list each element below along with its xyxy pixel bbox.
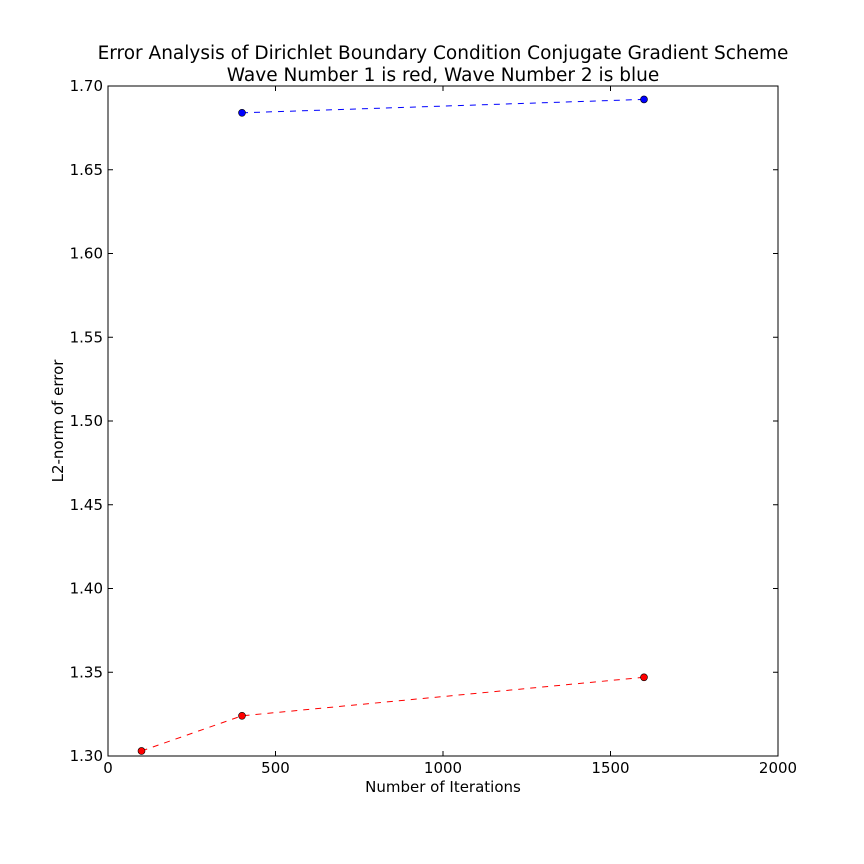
series-1-line: [141, 676, 645, 752]
x-tick-label: 500: [261, 759, 290, 777]
chart-subtitle: Wave Number 1 is red, Wave Number 2 is b…: [227, 65, 659, 86]
y-tick-label: 1.45: [70, 496, 103, 514]
series-2-point: [238, 109, 246, 117]
y-tick-label: 1.60: [70, 245, 103, 263]
y-tick-label: 1.35: [70, 663, 103, 681]
x-tick-label: 2000: [759, 759, 797, 777]
series-2-point: [640, 95, 648, 104]
x-tick-label: 0: [103, 759, 113, 777]
series-1-point: [640, 673, 648, 682]
x-tick-label: 1500: [591, 759, 629, 777]
series-1-point: [137, 747, 146, 755]
y-tick-label: 1.65: [70, 161, 103, 179]
plot-area: 0 500 1000 1500 2000 1.30 1.35 1.40 1.45 1.50 1.55…: [70, 77, 798, 777]
y-tick-label: 1.70: [70, 77, 103, 95]
chart-title: Error Analysis of Dirichlet Boundary Con…: [98, 43, 789, 64]
plot-frame: [107, 85, 779, 757]
series-1-point: [238, 711, 246, 720]
x-axis-label: Number of Iterations: [365, 778, 521, 796]
series-2-line: [241, 98, 645, 114]
y-tick-label: 1.55: [70, 328, 103, 346]
y-tick-label: 1.50: [70, 412, 103, 430]
x-tick-label: 1000: [424, 759, 462, 777]
y-axis-label: L2-norm of error: [49, 359, 67, 483]
y-tick-label: 1.40: [70, 580, 103, 598]
y-tick-label: 1.30: [70, 747, 103, 765]
